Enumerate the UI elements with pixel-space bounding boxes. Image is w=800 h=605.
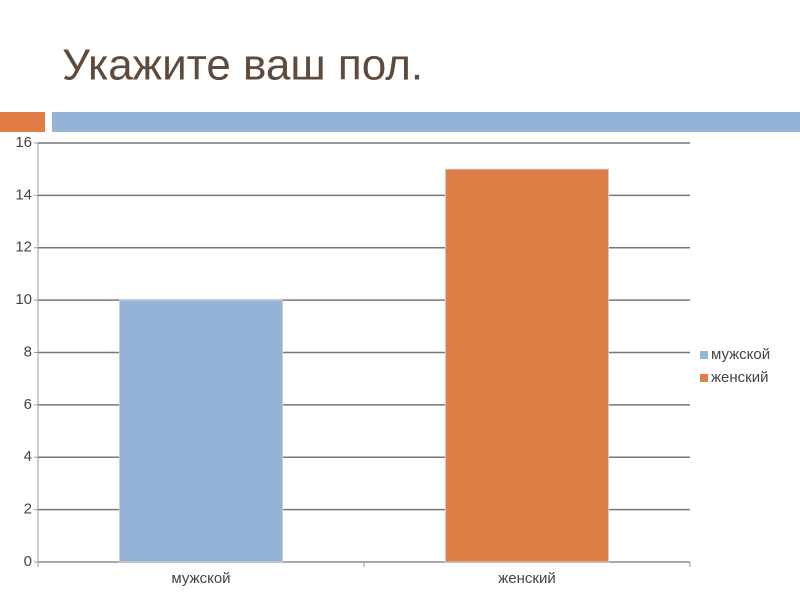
legend-label: мужской	[711, 346, 770, 363]
legend-swatch	[700, 351, 708, 359]
y-tick-label: 0	[24, 553, 32, 570]
y-tick-label: 6	[24, 396, 32, 413]
x-tick-label: женский	[498, 570, 555, 587]
decor-accent	[0, 112, 45, 132]
bar	[119, 299, 283, 563]
y-tick-label: 16	[15, 134, 32, 151]
y-tick-label: 4	[24, 448, 32, 465]
y-tick-label: 2	[24, 501, 32, 518]
chart-title: Укажите ваш пол.	[62, 41, 423, 90]
x-tick-label: мужской	[171, 570, 230, 587]
y-tick-label: 12	[15, 239, 32, 256]
legend-label: женский	[711, 369, 768, 386]
y-tick-label: 10	[15, 291, 32, 308]
bar	[445, 168, 609, 563]
legend-swatch	[700, 374, 708, 382]
y-tick-label: 8	[24, 343, 32, 360]
decor-band	[52, 112, 800, 132]
y-tick-label: 14	[15, 186, 32, 203]
